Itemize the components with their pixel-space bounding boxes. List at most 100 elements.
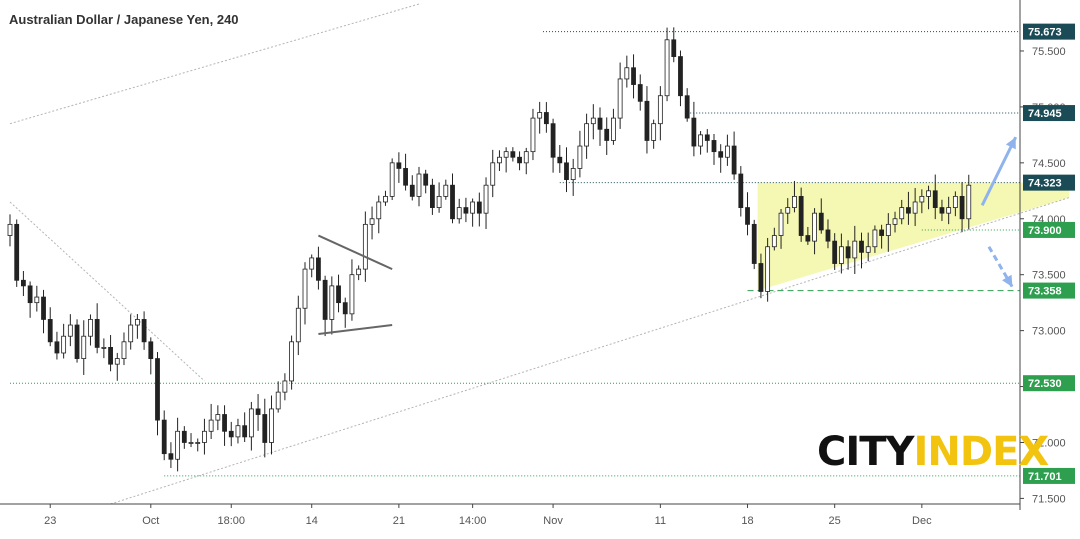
candle-body <box>604 128 610 141</box>
x-tick-label: 18:00 <box>217 515 245 527</box>
candle-body <box>946 207 952 214</box>
candle-body <box>959 195 965 220</box>
candle-body <box>81 335 87 359</box>
candle-body <box>966 184 972 220</box>
candle-body <box>758 263 764 292</box>
candle-body <box>825 229 831 242</box>
x-tick-label: 25 <box>829 515 841 527</box>
candle-body <box>483 184 489 214</box>
candle-body <box>497 156 502 164</box>
candle-body <box>188 442 194 444</box>
candle-body <box>436 195 442 208</box>
candle-body <box>235 425 241 438</box>
candle-body <box>657 95 663 125</box>
candle-body <box>704 134 710 141</box>
candle-body <box>530 117 536 153</box>
candle-body <box>27 285 33 304</box>
candle-body <box>564 162 569 181</box>
price-tag-74.945 <box>1023 105 1075 122</box>
pennant-upper-line <box>318 234 393 271</box>
candle-body <box>389 162 395 197</box>
candle-body <box>865 246 871 253</box>
candle-body <box>644 100 650 141</box>
candle-body <box>74 324 80 359</box>
y-tick-label: 72.000 <box>1032 437 1066 449</box>
candle-body <box>309 257 315 270</box>
candle-body <box>61 335 67 354</box>
candle-body <box>403 168 408 186</box>
candle-body <box>369 218 375 225</box>
candle-body <box>302 268 308 309</box>
candle-body <box>329 285 335 320</box>
candle-body <box>812 212 817 242</box>
candles <box>7 27 972 472</box>
arrow-up-head <box>1005 137 1016 150</box>
candle-body <box>919 195 925 203</box>
price-tag-74.323 <box>1023 174 1075 191</box>
candle-body <box>409 184 415 197</box>
candle-body <box>798 195 804 236</box>
candle-body <box>54 341 60 354</box>
candle-body <box>376 201 382 220</box>
price-tag-label: 74.945 <box>1028 108 1062 120</box>
candle-body <box>316 257 321 281</box>
candle-body <box>342 302 348 315</box>
candle-body <box>356 268 362 276</box>
candle-body <box>47 319 53 343</box>
candle-body <box>651 123 657 141</box>
candle-body <box>443 184 449 197</box>
candle-body <box>624 67 630 80</box>
candle-body <box>557 156 563 164</box>
candle-body <box>396 162 402 169</box>
candle-body <box>805 235 811 242</box>
price-tag-72.530 <box>1023 375 1075 392</box>
candle-body <box>906 207 911 214</box>
candle-body <box>336 285 341 304</box>
candle-body <box>242 425 248 438</box>
candle-body <box>879 229 885 236</box>
candle-body <box>195 442 201 444</box>
y-tick-label: 71.500 <box>1032 493 1066 505</box>
x-tick-label: Oct <box>142 515 159 527</box>
candle-body <box>503 151 509 158</box>
candle-body <box>322 279 328 320</box>
candle-body <box>899 207 905 220</box>
candle-body <box>785 207 791 214</box>
x-tick-label: Nov <box>543 515 563 527</box>
candle-body <box>262 414 268 443</box>
candle-body <box>456 207 462 220</box>
candle-body <box>269 408 274 443</box>
candle-body <box>550 123 556 158</box>
candle-body <box>751 223 757 264</box>
x-tick-label: 21 <box>393 515 405 527</box>
trend-line-1 <box>9 3 420 125</box>
candle-body <box>771 235 777 248</box>
candle-body <box>597 117 603 130</box>
candle-body <box>128 324 134 343</box>
x-tick-label: 11 <box>655 515 666 527</box>
candle-body <box>570 168 576 181</box>
candle-body <box>885 223 891 236</box>
candle-body <box>523 151 529 164</box>
candle-body <box>423 173 429 186</box>
price-levels <box>10 31 1020 477</box>
candle-body <box>41 296 46 320</box>
candle-body <box>631 67 636 85</box>
candle-body <box>94 319 100 348</box>
candle-body <box>517 156 522 164</box>
candle-body <box>248 408 254 438</box>
price-tags: 75.673 74.945 74.323 73.900 73.358 72.530 71.7… <box>1023 23 1075 484</box>
candle-body <box>463 207 469 214</box>
candle-body <box>362 223 368 270</box>
y-tick-label: 73.500 <box>1032 270 1066 282</box>
candle-body <box>88 319 93 337</box>
candle-body <box>114 358 120 365</box>
candle-body <box>731 145 737 175</box>
candle-body <box>678 56 683 97</box>
candle-body <box>584 123 590 147</box>
candle-body <box>67 324 73 337</box>
candle-body <box>832 240 838 264</box>
candle-body <box>778 212 784 236</box>
candle-body <box>872 229 878 248</box>
